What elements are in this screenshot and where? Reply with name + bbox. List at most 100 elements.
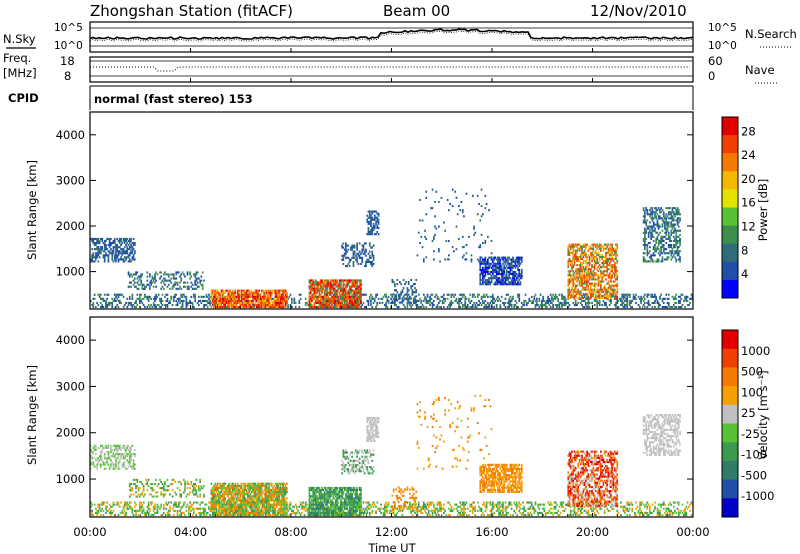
range-gate-cell (675, 235, 678, 238)
range-gate-cell (331, 285, 333, 288)
range-gate-cell (95, 444, 97, 447)
range-gate-cell (642, 244, 645, 247)
range-gate-cell (180, 505, 183, 508)
range-gate-cell (598, 260, 601, 263)
range-gate-cell (372, 256, 375, 259)
range-gate-cell (244, 297, 247, 300)
range-gate-cell (505, 264, 508, 267)
range-gate-cell (642, 209, 645, 212)
range-gate-cell (335, 289, 337, 292)
range-gate-cell (651, 217, 654, 220)
range-gate-cell (238, 306, 240, 309)
cpid-text: normal (fast stereo) 153 (94, 92, 253, 106)
range-gate-cell (314, 279, 317, 282)
range-gate-cell (112, 453, 115, 456)
range-gate-cell (185, 505, 188, 508)
range-gate-cell (125, 448, 127, 451)
range-gate-cell (314, 293, 317, 296)
range-gate-cell (342, 281, 345, 284)
range-gate-cell (121, 252, 124, 255)
range-gate-cell (371, 246, 374, 249)
range-gate-cell (551, 295, 553, 298)
range-gate-cell (395, 304, 397, 307)
range-gate-cell (574, 251, 577, 254)
range-gate-cell (386, 306, 389, 309)
range-gate-cell (90, 455, 92, 458)
range-gate-cell (238, 505, 240, 508)
range-gate-cell (583, 245, 586, 248)
range-gate-cell (171, 285, 174, 288)
range-gate-cell (592, 272, 595, 275)
range-gate-cell (508, 281, 510, 284)
range-gate-cell (357, 279, 360, 282)
range-gate-cell (249, 293, 252, 296)
range-gate-cell (337, 283, 340, 286)
range-gate-cell (591, 293, 593, 296)
range-gate-cell (616, 301, 619, 304)
range-gate-cell (342, 295, 345, 298)
range-gate-cell (670, 221, 673, 224)
range-gate-cell (189, 277, 191, 280)
range-gate-cell (656, 258, 659, 261)
range-gate-cell (232, 505, 234, 508)
range-gate-cell (603, 296, 606, 299)
range-gate-cell (357, 285, 360, 288)
range-gate-cell (577, 270, 580, 273)
range-gate-cell (656, 209, 659, 212)
range-gate-cell (679, 260, 681, 263)
range-gate-cell (504, 301, 507, 304)
range-gate-cell (105, 306, 107, 309)
range-gate-cell (333, 291, 336, 294)
range-gate-cell (485, 279, 488, 282)
range-gate-cell (157, 293, 160, 296)
range-gate-cell (650, 256, 652, 259)
range-gate-cell (213, 291, 215, 294)
range-gate-cell (248, 295, 250, 298)
range-gate-cell (644, 246, 646, 249)
range-gate-cell (326, 291, 328, 294)
range-gate-cell (112, 465, 115, 468)
range-gate-cell (224, 301, 227, 304)
colorbar-tick-label: 24 (741, 148, 756, 162)
range-gate-cell (102, 503, 105, 506)
range-gate-cell (567, 247, 570, 250)
range-gate-cell (402, 304, 405, 307)
range-gate-cell (650, 295, 652, 298)
range-gate-cell (585, 276, 587, 279)
range-gate-cell (431, 304, 434, 307)
range-gate-cell (482, 299, 484, 302)
range-gate-cell (91, 254, 93, 257)
range-gate-cell (415, 301, 418, 304)
range-gate-cell (573, 260, 576, 263)
range-gate-cell (644, 237, 646, 240)
range-gate-cell (167, 273, 170, 276)
range-gate-cell (373, 210, 376, 213)
range-gate-cell (322, 285, 325, 288)
range-gate-cell (515, 279, 518, 282)
range-gate-cell (485, 266, 488, 269)
range-gate-cell (664, 227, 666, 230)
range-gate-cell (610, 288, 612, 291)
range-gate-cell (578, 292, 581, 295)
range-gate-cell (253, 295, 255, 298)
range-gate-cell (595, 299, 597, 302)
range-gate-cell (479, 266, 482, 269)
range-gate-cell (356, 281, 358, 284)
range-gate-cell (263, 295, 266, 298)
range-gate-cell (605, 247, 607, 250)
range-gate-cell (350, 306, 352, 309)
range-gate-cell (622, 295, 625, 298)
range-gate-cell (96, 509, 98, 512)
range-gate-cell (134, 250, 136, 253)
range-gate-cell (360, 279, 362, 282)
range-gate-cell (286, 291, 288, 294)
range-gate-cell (567, 249, 570, 252)
range-gate-cell (370, 256, 372, 259)
range-gate-cell (175, 501, 178, 504)
range-gate-cell (495, 258, 498, 261)
range-gate-cell (541, 306, 543, 309)
range-gate-cell (116, 501, 119, 504)
range-gate-cell (409, 297, 411, 300)
colorbar-swatch (722, 207, 738, 227)
range-gate-cell (263, 306, 266, 309)
